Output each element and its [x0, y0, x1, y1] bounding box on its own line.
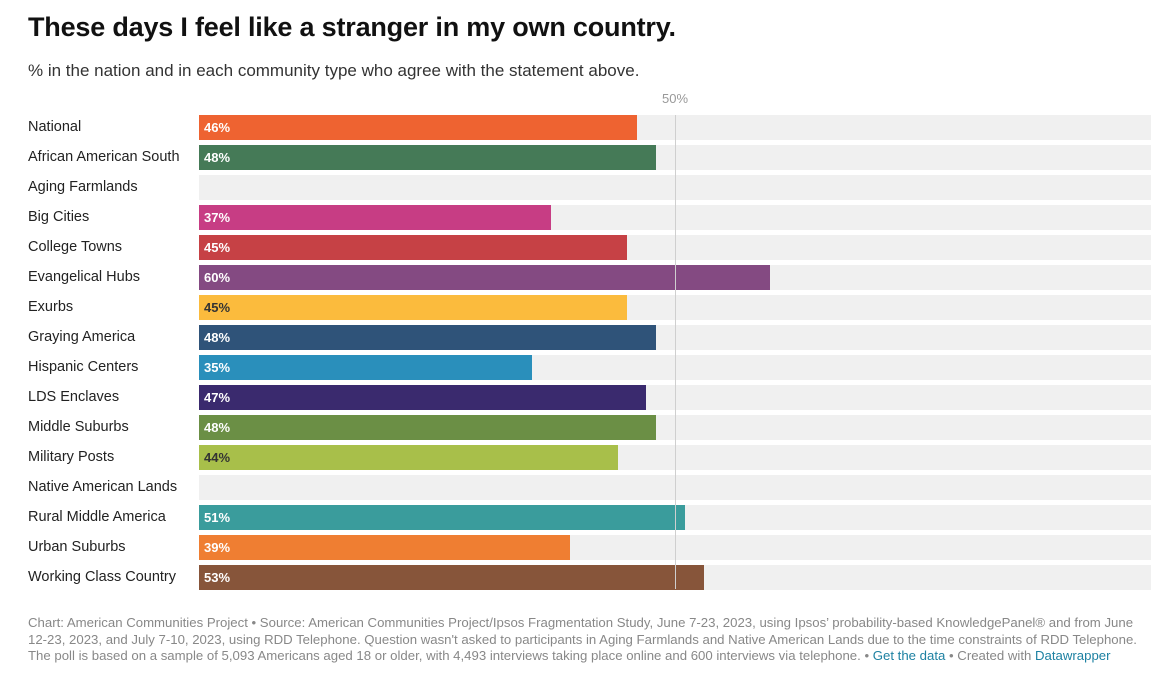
bar-row: Exurbs 45% — [0, 295, 1176, 320]
bar-value-label: 45% — [204, 240, 231, 255]
bar: 53% — [199, 565, 704, 590]
chart-footer: Chart: American Communities Project • So… — [28, 615, 1148, 665]
category-label: African American South — [28, 149, 180, 165]
bar: 47% — [199, 385, 647, 410]
bar: 45% — [199, 235, 628, 260]
reference-line-50 — [675, 115, 676, 589]
bar-row: Middle Suburbs 48% — [0, 415, 1176, 440]
category-label: National — [28, 119, 82, 135]
category-label: Graying America — [28, 329, 136, 345]
bar-value-label: 60% — [204, 270, 231, 285]
bar: 45% — [199, 295, 628, 320]
bar: 60% — [199, 265, 771, 290]
category-label: LDS Enclaves — [28, 389, 120, 405]
category-label: Rural Middle America — [28, 509, 166, 525]
category-label: Military Posts — [28, 449, 115, 465]
bar-row: National 46% — [0, 115, 1176, 140]
bar-value-label: 39% — [204, 540, 231, 555]
bar-row: Working Class Country 53% — [0, 565, 1176, 590]
category-label: Middle Suburbs — [28, 419, 129, 435]
bar: 48% — [199, 415, 656, 440]
bar: 46% — [199, 115, 637, 140]
bar-row: Native American Lands — [0, 475, 1176, 500]
bar-row: Rural Middle America 51% — [0, 505, 1176, 530]
bar: 35% — [199, 355, 533, 380]
bar-row: Urban Suburbs 39% — [0, 535, 1176, 560]
bar: 48% — [199, 325, 656, 350]
datawrapper-link[interactable]: Datawrapper — [1035, 648, 1111, 663]
bar: 39% — [199, 535, 571, 560]
get-the-data-link[interactable]: Get the data — [872, 648, 946, 663]
bar-row: Aging Farmlands — [0, 175, 1176, 200]
bar-value-label: 51% — [204, 510, 231, 525]
bar-row: College Towns 45% — [0, 235, 1176, 260]
category-label: Aging Farmlands — [28, 179, 138, 195]
source-note: Chart: American Communities Project • So… — [28, 615, 1137, 663]
category-label: Urban Suburbs — [28, 539, 126, 555]
bar-row: Big Cities 37% — [0, 205, 1176, 230]
category-label: Exurbs — [28, 299, 74, 315]
bar-chart: 50% National 46% African American South 48%… — [0, 88, 1176, 598]
bar-value-label: 48% — [204, 420, 231, 435]
category-label: College Towns — [28, 239, 123, 255]
bar-row: LDS Enclaves 47% — [0, 385, 1176, 410]
bar: 51% — [199, 505, 685, 530]
chart-subtitle: % in the nation and in each community ty… — [28, 61, 640, 80]
category-label: Evangelical Hubs — [28, 269, 141, 285]
bar: 37% — [199, 205, 552, 230]
bar: 44% — [199, 445, 618, 470]
created-with-text: • Created with — [949, 648, 1032, 663]
bar-row: Hispanic Centers 35% — [0, 355, 1176, 380]
bar-row: Graying America 48% — [0, 325, 1176, 350]
category-label: Native American Lands — [28, 479, 178, 495]
bar-value-label: 48% — [204, 330, 231, 345]
bar-row: Military Posts 44% — [0, 445, 1176, 470]
bar-row: Evangelical Hubs 60% — [0, 265, 1176, 290]
bar-value-label: 37% — [204, 210, 231, 225]
category-label: Working Class Country — [28, 569, 177, 585]
reference-line-label: 50% — [661, 91, 689, 106]
bar-row: African American South 48% — [0, 145, 1176, 170]
bar: 48% — [199, 145, 656, 170]
category-label: Big Cities — [28, 209, 90, 225]
bar-value-label: 48% — [204, 150, 231, 165]
bar-value-label: 44% — [204, 450, 231, 465]
category-label: Hispanic Centers — [28, 359, 139, 375]
bar-value-label: 47% — [204, 390, 231, 405]
bar-value-label: 45% — [204, 300, 231, 315]
chart-title: These days I feel like a stranger in my … — [28, 12, 676, 42]
bar-value-label: 35% — [204, 360, 231, 375]
bar-value-label: 53% — [204, 570, 231, 585]
bar-value-label: 46% — [204, 120, 231, 135]
